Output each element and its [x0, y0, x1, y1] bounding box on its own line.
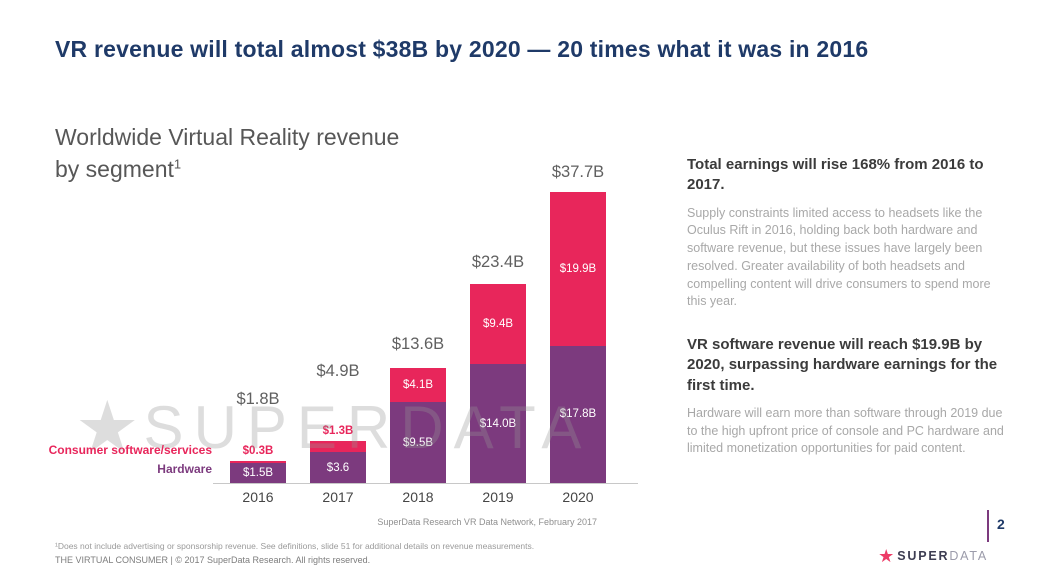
bar-segment-software-2019: $9.4B — [470, 284, 526, 365]
bar-column-2019: $23.4B $9.4B $14.0B — [458, 163, 538, 483]
bar-segment-software-2017 — [310, 441, 366, 453]
x-axis-label-2017: 2017 — [322, 489, 354, 505]
stacked-bar-chart: $1.8B $0.3B $1.5B $4.9B $1.3B $3.6 $13.6B $4.1B… — [218, 163, 618, 483]
total-label-2019: $23.4B — [471, 253, 525, 272]
bar-column-2018: $13.6B $4.1B $9.5B — [378, 163, 458, 483]
total-label-2020: $37.7B — [551, 163, 605, 181]
superdata-logo: ★ SUPER DATA — [878, 547, 988, 565]
bar-segment-hardware-2016: $1.5B — [230, 463, 286, 483]
chart-title-line1: Worldwide Virtual Reality revenue — [55, 124, 400, 150]
total-label-2017: $4.9B — [316, 362, 360, 381]
footnote: ¹Does not include advertising or sponsor… — [55, 541, 535, 551]
footnote-marker: 1 — [173, 156, 182, 172]
insight-body-1: Supply constraints limited access to hea… — [687, 205, 991, 309]
bar-column-2016: $1.8B $0.3B $1.5B — [218, 163, 298, 483]
hardware-value-label-2019: $14.0B — [479, 417, 517, 430]
software-value-label-2016: $0.3B — [242, 444, 274, 457]
x-axis-labels: 2016 2017 2018 2019 2020 — [218, 489, 618, 505]
bar-segment-hardware-2017: $3.6 — [310, 452, 366, 483]
logo-text-data: DATA — [949, 549, 988, 563]
hardware-value-label-2018: $9.5B — [402, 436, 434, 449]
hardware-value-label-2016: $1.5B — [242, 467, 274, 479]
legend-software: Consumer software/services — [48, 443, 212, 457]
software-value-label-2020: $19.9B — [559, 262, 597, 275]
x-axis-label-2018: 2018 — [402, 489, 434, 505]
total-label-2018: $13.6B — [391, 334, 445, 353]
software-value-label-2018: $4.1B — [402, 379, 434, 391]
total-label-2016: $1.8B — [236, 389, 280, 408]
chart-title-line2: by segment — [55, 155, 174, 182]
chart-source: SuperData Research VR Data Network, Febr… — [377, 517, 597, 527]
hardware-value-label-2020: $17.8B — [559, 408, 597, 421]
bar-column-2017: $4.9B $1.3B $3.6 — [298, 163, 378, 483]
legend-hardware: Hardware — [157, 462, 212, 476]
hardware-value-label-2017: $3.6 — [326, 461, 350, 474]
x-axis-line — [213, 483, 638, 484]
chart-title: Worldwide Virtual Reality revenue by seg… — [55, 122, 399, 185]
insight-heading-2: VR software revenue will reach $19.9B by… — [687, 336, 998, 394]
slide-title: VR revenue will total almost $38B by 202… — [55, 36, 869, 62]
bar-segment-hardware-2018: $9.5B — [390, 402, 446, 483]
bar-segment-software-2016 — [230, 460, 286, 463]
bar-segment-software-2018: $4.1B — [390, 367, 446, 403]
insight-heading-1: Total earnings will rise 168% from 2016 … — [687, 156, 984, 194]
logo-text-super: SUPER — [897, 549, 950, 563]
star-icon: ★ — [878, 546, 895, 566]
software-value-label-2019: $9.4B — [482, 318, 514, 331]
page-number-divider — [987, 510, 989, 542]
bar-column-2020: $37.7B $19.9B $17.8B — [538, 163, 618, 483]
insight-body-2: Hardware will earn more than software th… — [687, 405, 1004, 456]
insights-panel: Total earnings will rise 168% from 2016 … — [687, 155, 1009, 482]
bar-segment-software-2020: $19.9B — [550, 192, 606, 346]
copyright: THE VIRTUAL CONSUMER | © 2017 SuperData … — [55, 555, 371, 565]
bar-segment-hardware-2019: $14.0B — [470, 364, 526, 483]
bar-segment-hardware-2020: $17.8B — [550, 345, 606, 483]
page-number: 2 — [997, 516, 1005, 532]
software-value-label-2017: $1.3B — [322, 425, 354, 438]
x-axis-label-2019: 2019 — [482, 489, 514, 505]
x-axis-label-2016: 2016 — [242, 489, 274, 505]
x-axis-label-2020: 2020 — [562, 489, 594, 505]
